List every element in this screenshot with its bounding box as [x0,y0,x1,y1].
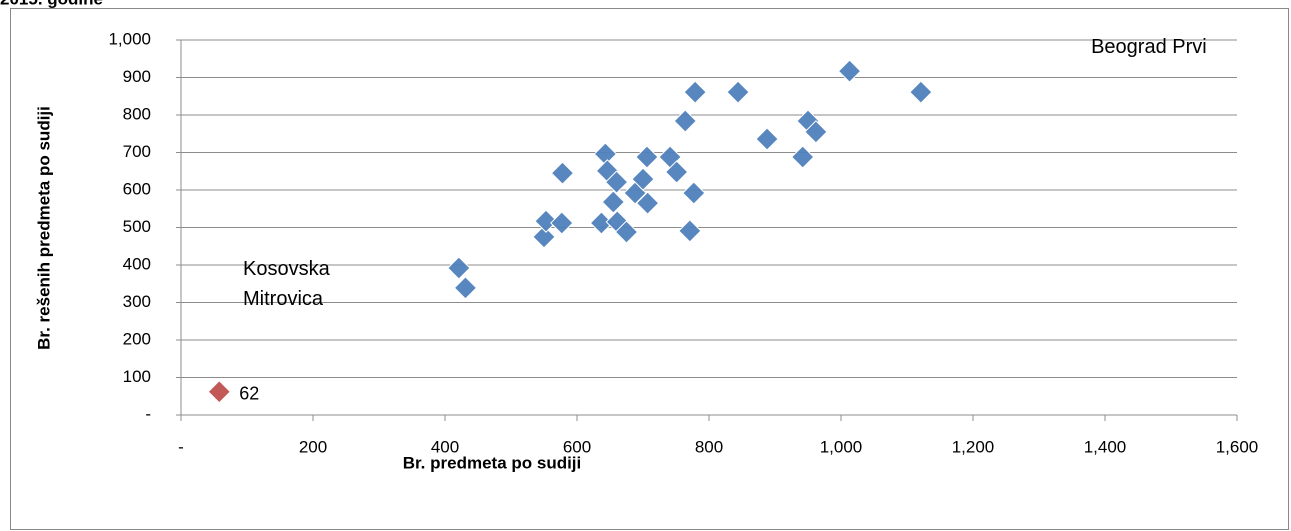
chart-title: 2015. godine [0,0,103,8]
chart-frame [10,8,1289,530]
point [837,59,862,83]
point [601,190,626,214]
point [909,80,933,104]
point [635,145,659,169]
y-tick-label: 400 [123,254,151,273]
y-tick-label: 700 [123,142,151,161]
point [550,161,575,185]
point [532,225,556,249]
point [673,109,697,133]
point [791,145,815,169]
point [631,167,655,191]
y-axis-title: Br. rešenih predmeta po sudiji [34,106,53,350]
point [678,219,702,243]
point [755,127,779,151]
x-tick-label: 1,600 [1216,437,1259,456]
x-tick-label: - [178,437,184,456]
point [804,120,828,144]
point [635,191,660,215]
point [614,220,639,244]
y-tick-label: 100 [123,367,151,386]
y-tick-label: 1,000 [108,29,151,48]
y-tick-label: 500 [123,217,151,236]
point [726,80,750,104]
y-tick-label: 600 [123,179,151,198]
annotation: Kosovska Mitrovica [243,257,330,310]
point [683,80,707,104]
point [664,160,689,184]
x-axis-title: Br. predmeta po sudiji [403,453,582,472]
annotation: Beograd Prvi [1091,36,1207,59]
y-tick-label: 300 [123,292,151,311]
point [550,211,574,235]
point [453,276,478,300]
point [447,256,471,280]
y-tick-label: 200 [123,329,151,348]
point [207,380,231,404]
x-tick-label: 400 [431,437,459,456]
point [534,209,558,233]
x-tick-label: 1,000 [820,437,863,456]
x-tick-label: 800 [695,437,723,456]
x-tick-label: 200 [299,437,327,456]
x-tick-label: 1,400 [1084,437,1127,456]
point [682,181,706,205]
point [604,170,629,194]
x-tick-label: 600 [563,437,591,456]
data-label: 62 [239,384,259,404]
y-tick-label: 900 [123,67,151,86]
y-tick-label: - [145,404,151,423]
x-tick-label: 1,200 [952,437,995,456]
y-tick-label: 800 [123,104,151,123]
